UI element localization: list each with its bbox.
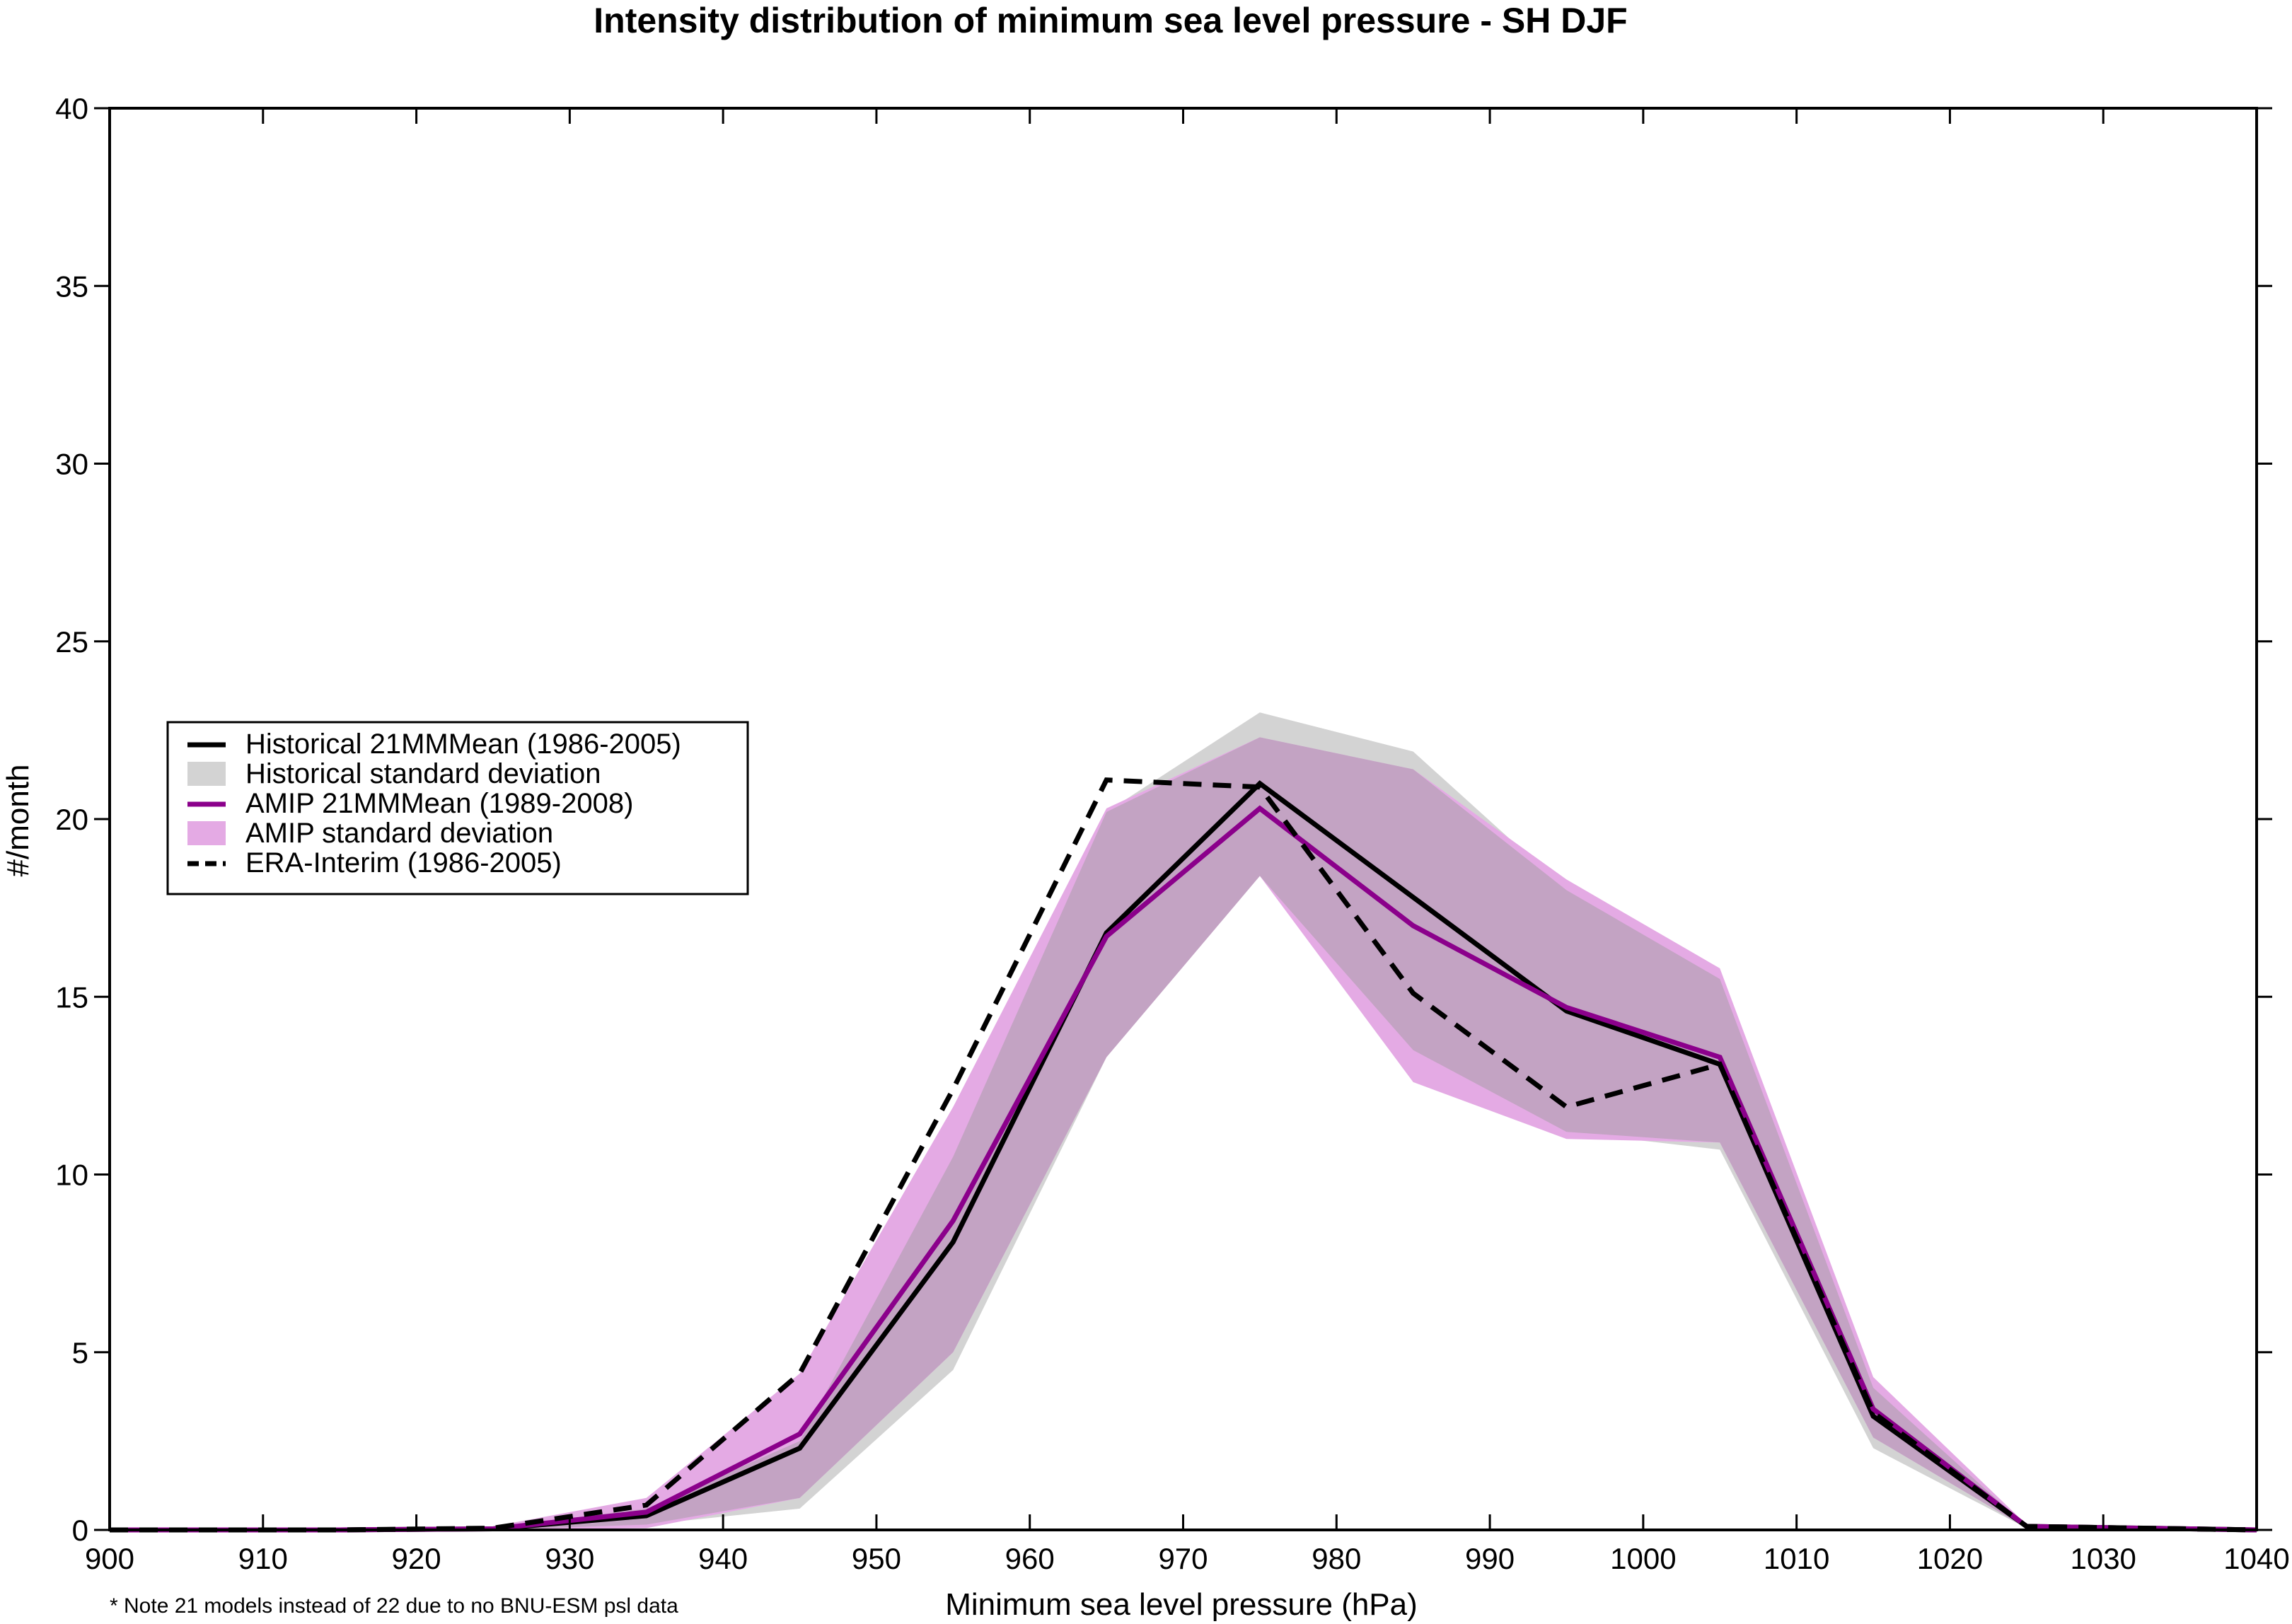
x-axis-ticks: 900 910 920 930 940 950 960 970 980 990 1000 1010 10… bbox=[85, 108, 2290, 1575]
y-axis-ticks: 0 5 10 15 20 25 30 35 40 bbox=[55, 92, 2272, 1547]
y-tick-label: 20 bbox=[55, 803, 88, 836]
y-tick-label: 35 bbox=[55, 269, 88, 303]
band-overlap bbox=[110, 737, 2257, 1530]
x-tick-label: 930 bbox=[545, 1542, 594, 1575]
legend-historical-std-swatch bbox=[187, 762, 226, 786]
y-tick-label: 30 bbox=[55, 448, 88, 481]
y-tick-label: 40 bbox=[55, 92, 88, 125]
series-lines bbox=[110, 777, 2257, 1533]
chart-title: Intensity distribution of minimum sea le… bbox=[594, 1, 1627, 40]
x-tick-label: 1000 bbox=[1610, 1542, 1676, 1575]
legend-historical-std-label: Historical standard deviation bbox=[245, 758, 601, 789]
x-tick-label: 950 bbox=[852, 1542, 901, 1575]
x-tick-label: 1010 bbox=[1764, 1542, 1829, 1575]
x-tick-label: 920 bbox=[392, 1542, 441, 1575]
x-tick-label: 1030 bbox=[2070, 1542, 2136, 1575]
x-tick-label: 1020 bbox=[1917, 1542, 1983, 1575]
x-tick-label: 990 bbox=[1465, 1542, 1515, 1575]
std-dev-bands bbox=[110, 712, 2257, 1530]
era-interim-line bbox=[110, 777, 2257, 1533]
y-tick-label: 25 bbox=[55, 625, 88, 659]
x-tick-label: 970 bbox=[1158, 1542, 1208, 1575]
x-tick-label: 1040 bbox=[2223, 1542, 2289, 1575]
x-tick-label: 960 bbox=[1005, 1542, 1055, 1575]
legend-box bbox=[166, 721, 749, 895]
x-tick-label: 910 bbox=[238, 1542, 288, 1575]
y-tick-label: 15 bbox=[55, 980, 88, 1014]
footnote: * Note 21 models instead of 22 due to no… bbox=[110, 1594, 678, 1618]
y-tick-label: 0 bbox=[72, 1514, 88, 1547]
y-axis-label: #/month bbox=[1, 765, 35, 877]
legend-era-interim-label: ERA-Interim (1986-2005) bbox=[245, 847, 562, 878]
legend: Historical 21MMMean (1986-2005)Historica… bbox=[166, 721, 749, 895]
legend-amip-std-label: AMIP standard deviation bbox=[245, 818, 553, 849]
x-axis-label: Minimum sea level pressure (hPa) bbox=[945, 1587, 1418, 1622]
y-tick-label: 10 bbox=[55, 1159, 88, 1192]
legend-amip-std-swatch bbox=[187, 821, 226, 845]
y-tick-label: 5 bbox=[72, 1336, 88, 1369]
legend-amip-mean-label: AMIP 21MMMean (1989-2008) bbox=[245, 788, 633, 819]
x-tick-label: 900 bbox=[85, 1542, 134, 1575]
legend-historical-mean-label: Historical 21MMMean (1986-2005) bbox=[245, 729, 681, 760]
x-tick-label: 980 bbox=[1312, 1542, 1361, 1575]
x-tick-label: 940 bbox=[698, 1542, 748, 1575]
